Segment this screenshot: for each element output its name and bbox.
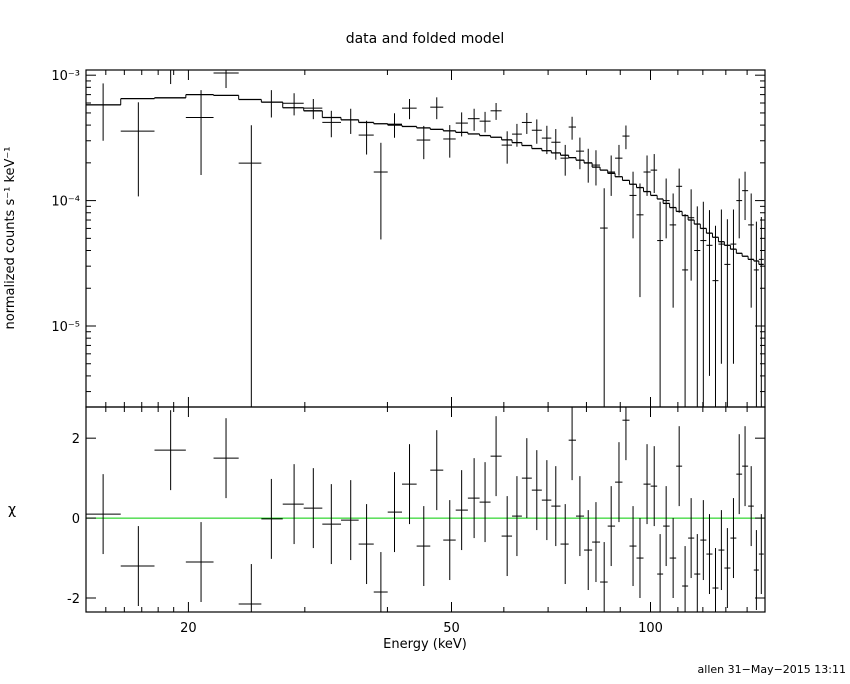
x-tick-label: 20 (180, 621, 197, 636)
y-tick-label: 10⁻³ (51, 69, 80, 84)
x-tick-label: 50 (443, 621, 460, 636)
chart-title: data and folded model (346, 31, 505, 47)
y-tick-label: 10⁻⁴ (51, 195, 80, 210)
y-axis-label: normalized counts s⁻¹ keV⁻¹ (3, 147, 18, 330)
y-tick-label: -2 (67, 592, 80, 607)
footer: allen 31−May−2015 13:11 (698, 663, 846, 676)
y-tick-label: 2 (72, 432, 80, 447)
bottom-frame (85, 406, 766, 613)
y-axis-label: χ (8, 502, 16, 518)
top-plot-area (86, 70, 764, 407)
x-axis-label: Energy (keV) (383, 637, 467, 652)
y-tick-label: 0 (72, 512, 80, 527)
y-tick-label: 10⁻⁵ (51, 320, 80, 335)
bottom-plot-area (86, 407, 765, 612)
x-tick-label: 100 (638, 621, 663, 636)
